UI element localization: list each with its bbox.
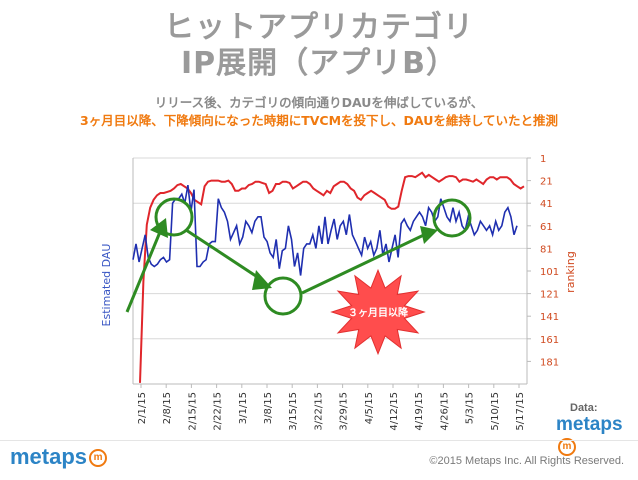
y-axis-label-right: ranking (564, 251, 577, 293)
x-tick-label: 5/17/15 (515, 392, 526, 431)
page-title-line1: ヒットアプリカテゴリ (164, 10, 474, 45)
dau-line (132, 184, 518, 276)
subtitle-line2: 3ヶ月目以降、下降傾向になった時期にTVCMを投下し、DAUを維持していたと推測 (80, 113, 558, 128)
trend-arrow-up-1 (125, 231, 162, 313)
logo-mark-icon: m (558, 437, 576, 456)
right-tick-label: 121 (540, 290, 559, 301)
data-logo-text: metaps (556, 414, 623, 435)
highlight-circle-recovery (432, 198, 472, 238)
right-tick-label: 81 (540, 244, 553, 255)
subtitle-line1: リリース後、カテゴリの傾向通りDAUを伸ばしているが、 (154, 95, 484, 110)
ranking-line (139, 171, 525, 383)
ranking-series (139, 171, 525, 383)
chart-annotations: ３ヶ月目以降 (125, 197, 472, 356)
right-tick-label: 41 (540, 199, 553, 210)
brand-logo-text: metaps (10, 444, 88, 469)
right-tick-label: 101 (540, 267, 559, 278)
x-tick-label: 2/1/15 (137, 392, 148, 424)
burst-shape (330, 268, 426, 356)
x-tick-label: 3/1/15 (238, 392, 249, 424)
data-source-logo: metaps m (556, 414, 638, 458)
x-tick-label: 4/5/15 (364, 392, 375, 424)
highlight-circle-peak (154, 197, 194, 237)
data-source-label: Data: (570, 402, 598, 414)
logo-mark-icon: m (89, 449, 108, 468)
right-tick-label: 161 (540, 335, 559, 346)
x-tick-label: 4/19/15 (414, 392, 425, 431)
x-tick-label: 4/26/15 (439, 392, 450, 431)
footer-bar (0, 440, 638, 480)
x-tick-label: 3/15/15 (288, 392, 299, 431)
arrow-head-3 (420, 226, 438, 244)
x-tick-label: 5/3/15 (465, 392, 476, 424)
burst-label: ３ヶ月目以降 (348, 306, 409, 319)
trend-arrow-down (185, 228, 263, 282)
right-tick-label: 1 (540, 154, 546, 165)
x-tick-label: 3/8/15 (263, 392, 274, 424)
x-tick-label: 3/22/15 (313, 392, 324, 431)
x-tick-label: 2/8/15 (162, 392, 173, 424)
x-tick-label: 2/22/15 (213, 392, 224, 431)
page-title-line2: IP展開（アプリB） (180, 46, 457, 81)
copyright-text: ©2015 Metaps Inc. All Rights Reserved. (429, 455, 624, 467)
brand-logo: metaps m (10, 444, 108, 470)
highlight-circle-low (263, 276, 303, 316)
right-tick-label: 21 (540, 177, 553, 188)
dau-series (132, 184, 518, 276)
trend-arrow-up-2 (301, 231, 429, 295)
x-tick-label: 4/12/15 (389, 392, 400, 431)
right-tick-label: 141 (540, 312, 559, 323)
x-axis-ticks: 2/1/15 2/8/15 2/15/15 2/22/15 3/1/15 3/8/15 3/… (137, 384, 526, 431)
x-tick-label: 2/15/15 (187, 392, 198, 431)
right-tick-label: 181 (540, 357, 559, 368)
x-tick-label: 5/10/15 (490, 392, 501, 431)
right-tick-label: 61 (540, 222, 553, 233)
x-tick-label: 3/29/15 (339, 392, 350, 431)
y-axis-label-left: Estimated DAU (100, 244, 113, 327)
